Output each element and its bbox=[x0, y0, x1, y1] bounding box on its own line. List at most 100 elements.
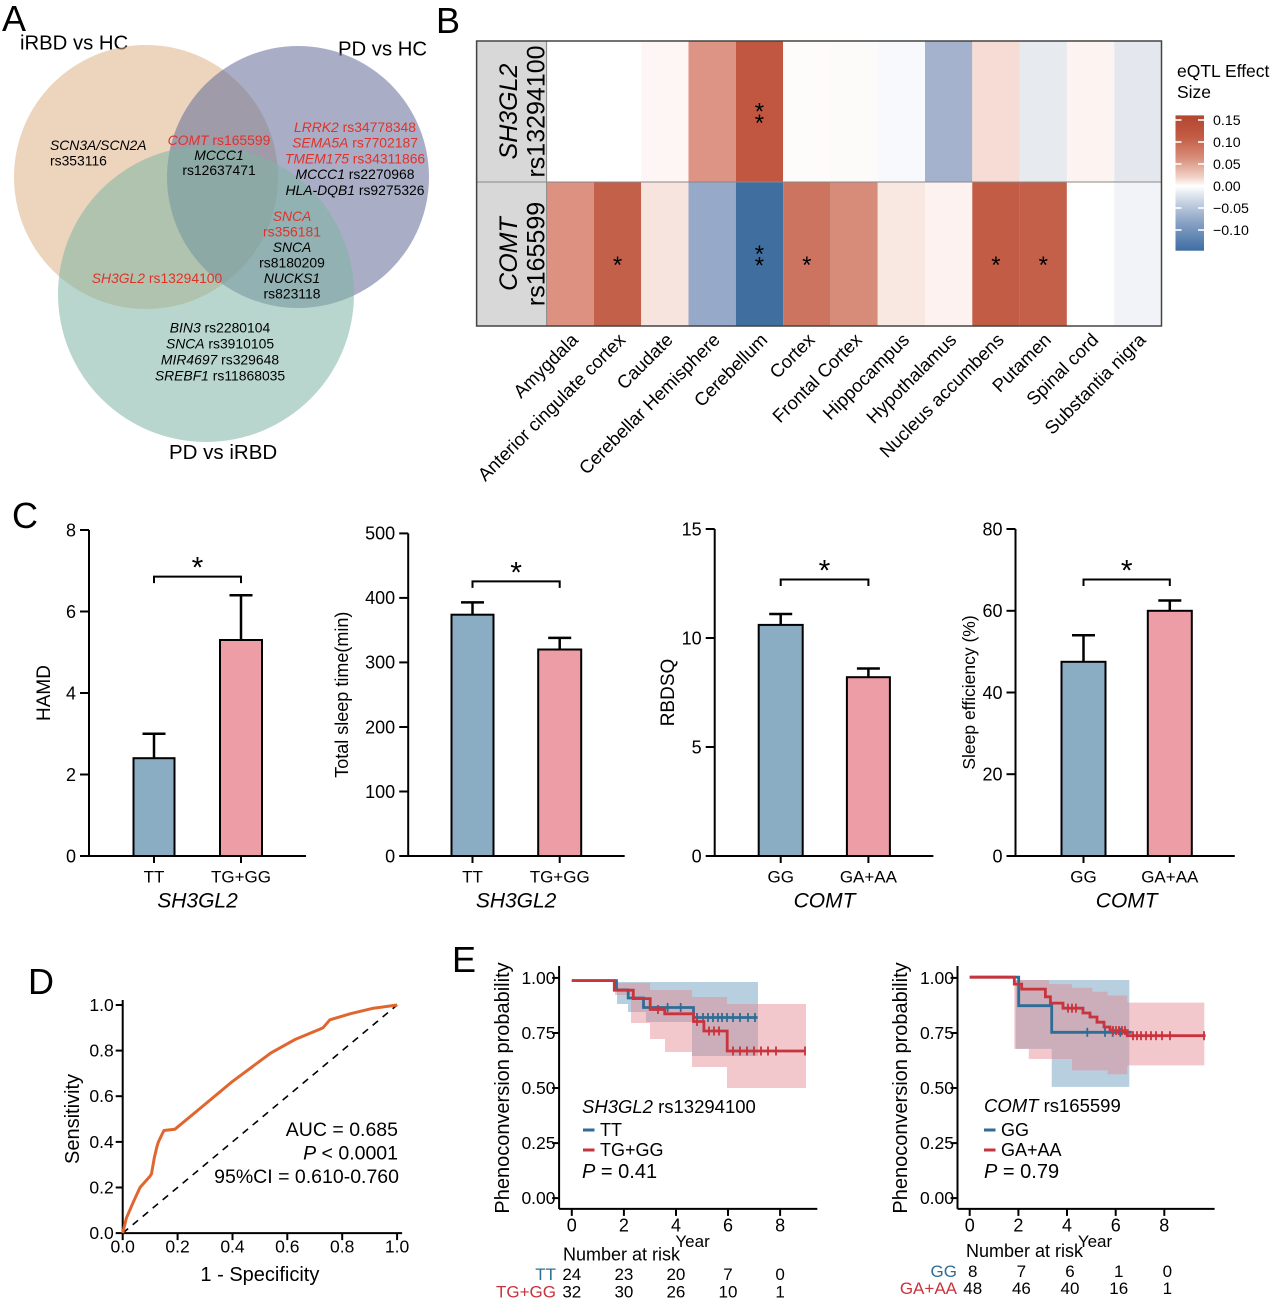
svg-text:COMT: COMT bbox=[495, 215, 523, 290]
svg-text:0.25: 0.25 bbox=[521, 1133, 555, 1153]
svg-text:0.0: 0.0 bbox=[111, 1237, 136, 1257]
svg-text:0: 0 bbox=[66, 846, 76, 866]
svg-text:15: 15 bbox=[682, 519, 702, 539]
svg-text:200: 200 bbox=[365, 717, 395, 737]
svg-text:23: 23 bbox=[614, 1265, 633, 1284]
svg-text:P < 0.0001: P < 0.0001 bbox=[303, 1143, 398, 1165]
svg-text:rs8180209: rs8180209 bbox=[259, 255, 325, 271]
svg-text:rs12637471: rs12637471 bbox=[182, 162, 256, 178]
svg-text:Year: Year bbox=[675, 1232, 710, 1251]
svg-text:TG+GG: TG+GG bbox=[530, 868, 590, 887]
svg-text:0.00: 0.00 bbox=[521, 1188, 555, 1208]
svg-text:eQTL Effect: eQTL Effect bbox=[1177, 61, 1270, 81]
svg-text:0.00: 0.00 bbox=[1213, 179, 1241, 195]
svg-text:TMEM175 rs34311866: TMEM175 rs34311866 bbox=[285, 150, 426, 166]
svg-text:1.00: 1.00 bbox=[521, 968, 555, 988]
svg-text:*: * bbox=[613, 252, 622, 279]
svg-text:0: 0 bbox=[965, 1216, 975, 1236]
svg-text:*: * bbox=[755, 253, 764, 280]
svg-text:*: * bbox=[755, 99, 764, 126]
svg-text:8: 8 bbox=[66, 520, 76, 540]
svg-text:10: 10 bbox=[719, 1283, 738, 1302]
svg-text:0.2: 0.2 bbox=[89, 1178, 113, 1198]
svg-text:Phenoconversion probability: Phenoconversion probability bbox=[492, 962, 514, 1213]
svg-text:SNCA: SNCA bbox=[273, 239, 312, 255]
svg-text:4: 4 bbox=[1062, 1216, 1072, 1236]
svg-text:0.10: 0.10 bbox=[1213, 135, 1241, 151]
svg-text:TT: TT bbox=[600, 1120, 622, 1140]
svg-text:*: * bbox=[755, 110, 764, 137]
svg-text:*: * bbox=[802, 252, 811, 279]
svg-text:0.4: 0.4 bbox=[220, 1237, 245, 1257]
svg-text:0.4: 0.4 bbox=[89, 1132, 114, 1152]
svg-text:1: 1 bbox=[1163, 1279, 1172, 1298]
svg-text:SH3GL2: SH3GL2 bbox=[157, 890, 238, 913]
svg-text:C: C bbox=[12, 495, 38, 536]
svg-text:0.2: 0.2 bbox=[165, 1237, 189, 1257]
svg-text:MCCC1: MCCC1 bbox=[194, 147, 243, 163]
svg-text:−0.10: −0.10 bbox=[1213, 223, 1249, 239]
svg-text:0.75: 0.75 bbox=[920, 1023, 954, 1043]
svg-text:COMT: COMT bbox=[794, 890, 858, 913]
svg-text:7: 7 bbox=[1017, 1262, 1026, 1281]
svg-text:*: * bbox=[1039, 252, 1048, 279]
svg-text:6: 6 bbox=[723, 1216, 733, 1236]
svg-text:BIN3 rs2280104: BIN3 rs2280104 bbox=[170, 319, 271, 335]
svg-text:Phenoconversion probability: Phenoconversion probability bbox=[890, 962, 912, 1213]
svg-text:4: 4 bbox=[66, 683, 76, 703]
svg-text:6: 6 bbox=[1065, 1262, 1074, 1281]
svg-text:0: 0 bbox=[692, 846, 702, 866]
svg-text:SH3GL2 rs13294100: SH3GL2 rs13294100 bbox=[582, 1096, 756, 1117]
svg-text:Year: Year bbox=[1078, 1232, 1113, 1251]
svg-text:0.8: 0.8 bbox=[330, 1237, 354, 1257]
svg-text:PD vs iRBD: PD vs iRBD bbox=[169, 441, 277, 464]
svg-text:1: 1 bbox=[1114, 1262, 1123, 1281]
svg-text:SH3GL2: SH3GL2 bbox=[495, 63, 523, 159]
svg-text:8: 8 bbox=[968, 1262, 977, 1281]
svg-text:D: D bbox=[28, 961, 54, 1002]
svg-text:24: 24 bbox=[562, 1265, 581, 1284]
svg-text:rs165599: rs165599 bbox=[523, 202, 551, 306]
svg-text:60: 60 bbox=[982, 601, 1002, 621]
svg-text:PD vs HC: PD vs HC bbox=[338, 39, 427, 61]
svg-text:NUCKS1: NUCKS1 bbox=[264, 270, 320, 286]
svg-text:*: * bbox=[755, 241, 764, 268]
svg-text:0.8: 0.8 bbox=[89, 1041, 113, 1061]
svg-text:16: 16 bbox=[1109, 1279, 1128, 1298]
svg-text:46: 46 bbox=[1012, 1279, 1031, 1298]
svg-text:iRBD vs HC: iRBD vs HC bbox=[20, 33, 128, 55]
svg-text:30: 30 bbox=[614, 1283, 633, 1302]
svg-text:Number at risk: Number at risk bbox=[966, 1241, 1084, 1261]
svg-text:AUC = 0.685: AUC = 0.685 bbox=[286, 1119, 398, 1141]
svg-text:SREBF1 rs11868035: SREBF1 rs11868035 bbox=[155, 368, 286, 384]
svg-text:GA+AA: GA+AA bbox=[900, 1279, 958, 1298]
svg-text:rs353116: rs353116 bbox=[50, 152, 107, 168]
svg-text:1 - Specificity: 1 - Specificity bbox=[200, 1264, 319, 1286]
svg-text:4: 4 bbox=[671, 1216, 681, 1236]
svg-text:0.00: 0.00 bbox=[920, 1188, 954, 1208]
svg-text:1.0: 1.0 bbox=[385, 1237, 410, 1257]
svg-text:400: 400 bbox=[365, 588, 395, 608]
svg-text:0.75: 0.75 bbox=[521, 1023, 555, 1043]
svg-text:0.0: 0.0 bbox=[89, 1223, 114, 1243]
svg-text:GA+AA: GA+AA bbox=[1141, 868, 1199, 887]
svg-text:SEMA5A rs7702187: SEMA5A rs7702187 bbox=[292, 135, 418, 151]
svg-text:0: 0 bbox=[385, 846, 395, 866]
svg-text:7: 7 bbox=[723, 1265, 732, 1284]
svg-text:Size: Size bbox=[1177, 82, 1211, 102]
svg-text:6: 6 bbox=[1111, 1216, 1121, 1236]
svg-text:1.00: 1.00 bbox=[920, 968, 954, 988]
svg-text:rs13294100: rs13294100 bbox=[523, 45, 551, 177]
svg-text:GG: GG bbox=[931, 1262, 957, 1281]
svg-text:MIR4697 rs329648: MIR4697 rs329648 bbox=[161, 352, 279, 368]
svg-text:2: 2 bbox=[619, 1216, 629, 1236]
svg-text:−0.05: −0.05 bbox=[1213, 201, 1249, 217]
svg-text:HAMD: HAMD bbox=[34, 665, 55, 721]
svg-text:SNCA: SNCA bbox=[273, 208, 312, 224]
svg-text:P = 0.41: P = 0.41 bbox=[582, 1161, 657, 1183]
svg-text:TG+GG: TG+GG bbox=[496, 1283, 556, 1302]
svg-text:*: * bbox=[991, 252, 1000, 279]
svg-text:32: 32 bbox=[562, 1283, 581, 1302]
svg-text:*: * bbox=[510, 556, 522, 589]
svg-text:Sensitivity: Sensitivity bbox=[62, 1074, 84, 1164]
